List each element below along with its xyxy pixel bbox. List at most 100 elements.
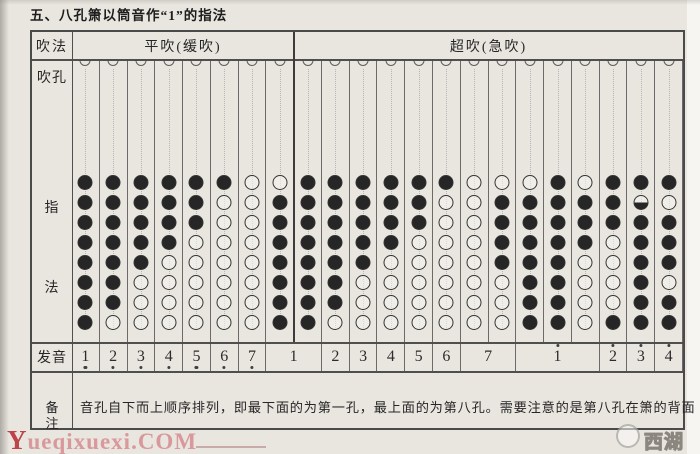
sound-cell: 7 (461, 342, 517, 371)
blow-hole-notch-icon (274, 60, 286, 66)
finger-hole (438, 234, 454, 250)
blow-hole-notch-icon (440, 60, 452, 66)
finger-hole (244, 314, 260, 330)
blow-hole-notch-icon (329, 60, 341, 66)
finger-hole (216, 194, 232, 210)
octave-dot (111, 366, 115, 370)
finger-hole (188, 174, 204, 190)
finger-hole (272, 214, 288, 230)
finger-hole (550, 234, 565, 250)
sound-number: 6 (442, 347, 451, 365)
finger-hole (355, 174, 371, 190)
fingering-label-zhi: 指 (44, 201, 60, 216)
finger-hole (661, 174, 677, 190)
finger-hole (300, 254, 316, 270)
blow-hole-notch-icon (302, 60, 314, 66)
finger-hole (216, 174, 232, 190)
finger-hole (411, 314, 427, 330)
finger-hole (244, 254, 260, 270)
finger-hole (411, 234, 427, 250)
finger-hole (522, 174, 538, 190)
finger-hole (383, 254, 399, 270)
sound-cell: 2 (100, 342, 128, 371)
finger-hole (383, 174, 399, 190)
section-chaochui-header: 超吹(急吹) (449, 39, 528, 55)
finger-hole (633, 214, 649, 230)
blow-hole-notch-icon (635, 60, 647, 66)
finger-hole (605, 274, 621, 290)
blow-hole-notch-icon (385, 60, 397, 66)
finger-hole (633, 274, 649, 290)
finger-hole (466, 194, 482, 210)
octave-dot (139, 366, 143, 370)
scan-edge-top (0, 0, 700, 5)
finger-hole (494, 234, 510, 250)
finger-hole (355, 214, 371, 230)
octave-dot (611, 344, 615, 348)
rule-under-sound-row (32, 371, 683, 373)
sound-cell: 3 (627, 342, 656, 371)
finger-hole (105, 194, 121, 210)
fingering-column (322, 59, 350, 342)
blow-hole-notch-icon (79, 60, 91, 66)
finger-hole (188, 234, 204, 250)
blow-method-label: 吹法 (36, 39, 68, 55)
watermark-yueqixuexi: Yueqixuexi.COM (7, 425, 198, 454)
fingering-column (544, 59, 572, 342)
finger-hole (188, 194, 204, 210)
finger-hole (522, 194, 538, 210)
finger-hole (522, 274, 538, 290)
finger-hole (550, 294, 565, 310)
sound-number: 2 (331, 347, 340, 365)
watermark-underline (196, 446, 266, 448)
finger-hole (77, 234, 93, 250)
finger-hole (216, 274, 232, 290)
finger-hole (244, 214, 260, 230)
finger-hole (550, 174, 565, 190)
sound-cell: 4 (378, 342, 406, 371)
finger-hole (605, 234, 621, 250)
finger-hole (438, 254, 454, 270)
finger-hole (383, 234, 399, 250)
fingering-column (211, 59, 239, 342)
finger-hole (133, 314, 149, 330)
finger-hole (605, 214, 621, 230)
fingering-column (72, 59, 100, 342)
octave-dot (83, 366, 87, 370)
finger-hole (522, 314, 538, 330)
finger-hole (161, 174, 177, 190)
watermark-xihuyeyu: 西湖夜雨 (643, 431, 685, 453)
fingering-column (405, 59, 434, 342)
fingering-column (627, 59, 656, 342)
finger-hole (661, 194, 677, 210)
finger-hole (216, 294, 232, 310)
finger-hole (105, 174, 121, 190)
finger-hole (188, 314, 204, 330)
finger-hole (327, 274, 343, 290)
finger-hole (300, 234, 316, 250)
notes-label-top-char: 备 (45, 400, 59, 415)
fingering-column (572, 59, 600, 342)
fingering-grid-labels: 吹孔 指 法 (32, 59, 72, 342)
finger-hole (438, 174, 454, 190)
finger-hole (272, 254, 288, 270)
fingering-column (489, 59, 517, 342)
finger-hole (494, 174, 510, 190)
finger-hole (300, 274, 316, 290)
sound-cell: 3 (128, 342, 156, 371)
finger-hole (77, 194, 93, 210)
finger-hole (577, 234, 593, 250)
finger-hole (633, 194, 649, 210)
blow-hole-notch-icon (552, 60, 563, 66)
sound-cell: 6 (211, 342, 239, 371)
fingering-column (600, 59, 628, 342)
sound-cell: 7 (239, 342, 267, 371)
sound-cell: 1 (72, 342, 100, 371)
notes-row-label: 备 注 (32, 371, 72, 431)
finger-hole (633, 314, 649, 330)
finger-hole (411, 214, 427, 230)
finger-hole (300, 174, 316, 190)
fingering-column (239, 59, 267, 342)
sound-number: 1 (289, 347, 298, 365)
